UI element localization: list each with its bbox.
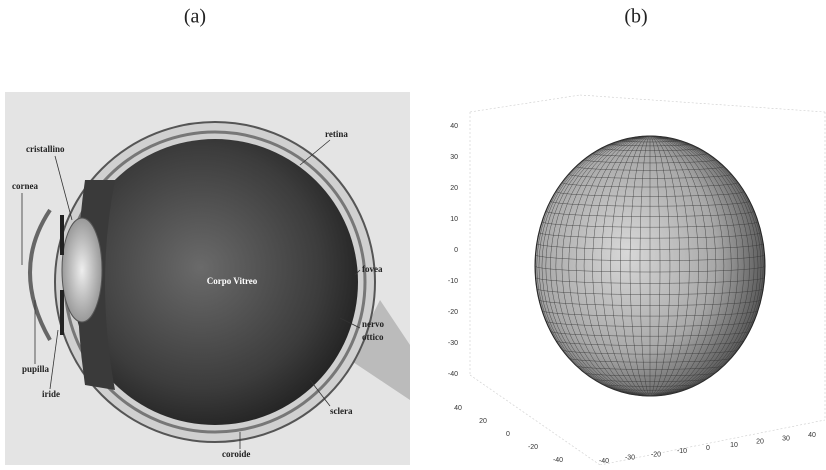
y-tick-label: 40 bbox=[808, 432, 816, 439]
y-tick-label: 0 bbox=[706, 445, 710, 452]
y-tick-label: 10 bbox=[730, 442, 738, 449]
annotation: pupilla bbox=[22, 364, 50, 374]
z-tick-label: 10 bbox=[450, 216, 458, 223]
annotation: iride bbox=[42, 389, 60, 399]
annotation: cornea bbox=[12, 181, 38, 191]
annotation: fovea bbox=[362, 264, 383, 274]
x-tick-label: -40 bbox=[553, 457, 563, 464]
page: (a) (b) retina cristallino cornea Corpo … bbox=[0, 0, 826, 465]
x-tick-label: -20 bbox=[528, 444, 538, 451]
z-tick-label: 20 bbox=[450, 185, 458, 192]
annotation: retina bbox=[325, 129, 348, 139]
annotation: cristallino bbox=[26, 144, 65, 154]
y-tick-label: -10 bbox=[677, 448, 687, 455]
y-tick-label: -40 bbox=[599, 458, 609, 465]
y-tick-label: 30 bbox=[782, 435, 790, 442]
y-tick-label: -30 bbox=[625, 455, 635, 462]
z-tick-label: 30 bbox=[450, 154, 458, 161]
x-tick-label: 20 bbox=[479, 418, 487, 425]
x-tick-label: 0 bbox=[506, 431, 510, 438]
x-tick-label: 40 bbox=[454, 405, 462, 412]
lens-shape bbox=[62, 218, 102, 322]
z-tick-label: -40 bbox=[448, 371, 458, 378]
annotation: nervo bbox=[362, 319, 384, 329]
figure: (a) (b) retina cristallino cornea Corpo … bbox=[0, 0, 826, 465]
z-tick-label: 40 bbox=[450, 123, 458, 130]
sphere-plot: 40 30 20 10 0 -10 -20 -30 -40 40 20 0 -20 -40 -40 -30 -2… bbox=[448, 95, 825, 465]
y-tick-label: 20 bbox=[756, 439, 764, 446]
eye-diagram: retina cristallino cornea Corpo Vitreo f… bbox=[5, 92, 410, 465]
panel-label: (b) bbox=[624, 6, 647, 28]
annotation: Corpo Vitreo bbox=[207, 276, 258, 286]
annotation: ottico bbox=[362, 332, 384, 342]
annotation: coroide bbox=[222, 449, 250, 459]
z-tick-label: -10 bbox=[448, 278, 458, 285]
panel-label: (a) bbox=[184, 6, 206, 28]
y-tick-label: -20 bbox=[651, 451, 661, 458]
z-tick-label: -20 bbox=[448, 309, 458, 316]
annotation: sclera bbox=[330, 406, 353, 416]
z-tick-label: -30 bbox=[448, 340, 458, 347]
z-tick-label: 0 bbox=[454, 247, 458, 254]
